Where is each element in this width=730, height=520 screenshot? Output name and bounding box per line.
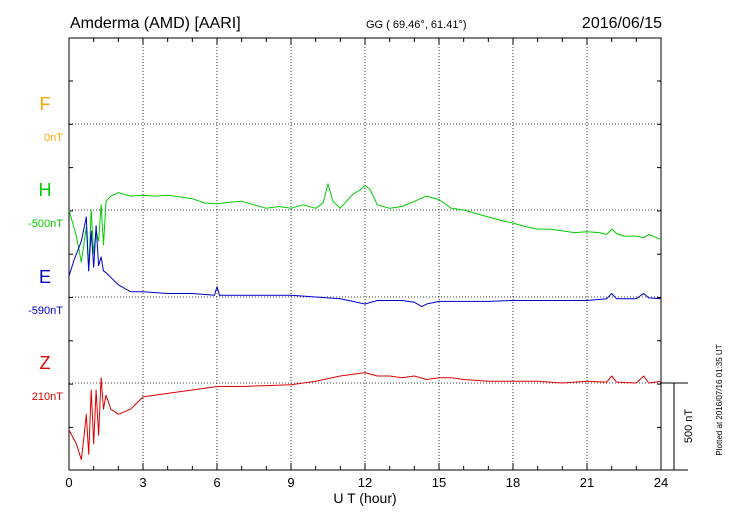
x-tick-label-0: 0 bbox=[65, 475, 72, 490]
scale-bar-label: 500 nT bbox=[683, 409, 695, 444]
coordinates-label: GG ( 69.46°, 61.41°) bbox=[366, 19, 467, 31]
x-tick-label-18: 18 bbox=[506, 475, 520, 490]
x-axis-label: U T (hour) bbox=[333, 490, 396, 506]
series-line-E bbox=[68, 216, 662, 308]
component-name-F: F bbox=[40, 94, 51, 114]
baseline-label-E: -590nT bbox=[28, 305, 63, 317]
x-tick-label-6: 6 bbox=[213, 475, 220, 490]
series-line-Z bbox=[68, 372, 662, 461]
x-tick-label-3: 3 bbox=[139, 475, 146, 490]
scale-bar: 500 nT bbox=[660, 382, 695, 471]
x-tick-labels: 0 3 6 9 12 15 18 21 24 bbox=[65, 475, 668, 490]
plotted-at-note: Plotted at 2016/07/16 01:35 UT bbox=[715, 344, 724, 455]
baseline-label-F: 0nT bbox=[44, 132, 63, 144]
component-name-H: H bbox=[39, 180, 52, 200]
series-line-H bbox=[68, 183, 662, 272]
station-title: Amderma (AMD) [AARI] bbox=[70, 15, 241, 32]
grid bbox=[69, 38, 661, 470]
x-tick-label-24: 24 bbox=[654, 475, 668, 490]
x-tick-label-12: 12 bbox=[358, 475, 372, 490]
series-lines bbox=[68, 183, 662, 461]
component-name-Z: Z bbox=[40, 353, 51, 373]
component-name-E: E bbox=[39, 267, 51, 287]
axis-ticks bbox=[68, 38, 662, 470]
baseline-label-H: -500nT bbox=[28, 218, 63, 230]
x-tick-label-21: 21 bbox=[580, 475, 594, 490]
component-labels: F 0nT H -500nT E -590nT Z 210nT bbox=[28, 94, 63, 403]
x-tick-label-15: 15 bbox=[432, 475, 446, 490]
date-label: 2016/06/15 bbox=[582, 15, 662, 32]
x-tick-label-9: 9 bbox=[287, 475, 294, 490]
baseline-label-Z: 210nT bbox=[32, 391, 63, 403]
